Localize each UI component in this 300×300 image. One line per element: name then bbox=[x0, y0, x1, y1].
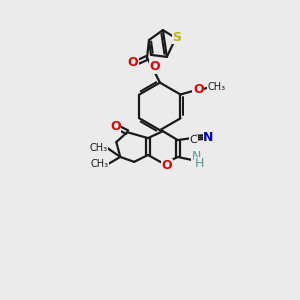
Text: N: N bbox=[192, 150, 201, 164]
Text: H: H bbox=[195, 158, 204, 170]
Text: N: N bbox=[203, 130, 214, 144]
Text: CH₃: CH₃ bbox=[89, 143, 107, 153]
Text: S: S bbox=[172, 31, 181, 44]
Text: C: C bbox=[190, 135, 197, 145]
Text: CH₃: CH₃ bbox=[90, 159, 109, 169]
Text: O: O bbox=[128, 56, 139, 69]
Text: O: O bbox=[150, 60, 160, 73]
Text: O: O bbox=[161, 159, 172, 172]
Text: O: O bbox=[110, 120, 121, 133]
Text: O: O bbox=[193, 83, 204, 96]
Text: CH₃: CH₃ bbox=[207, 82, 225, 92]
